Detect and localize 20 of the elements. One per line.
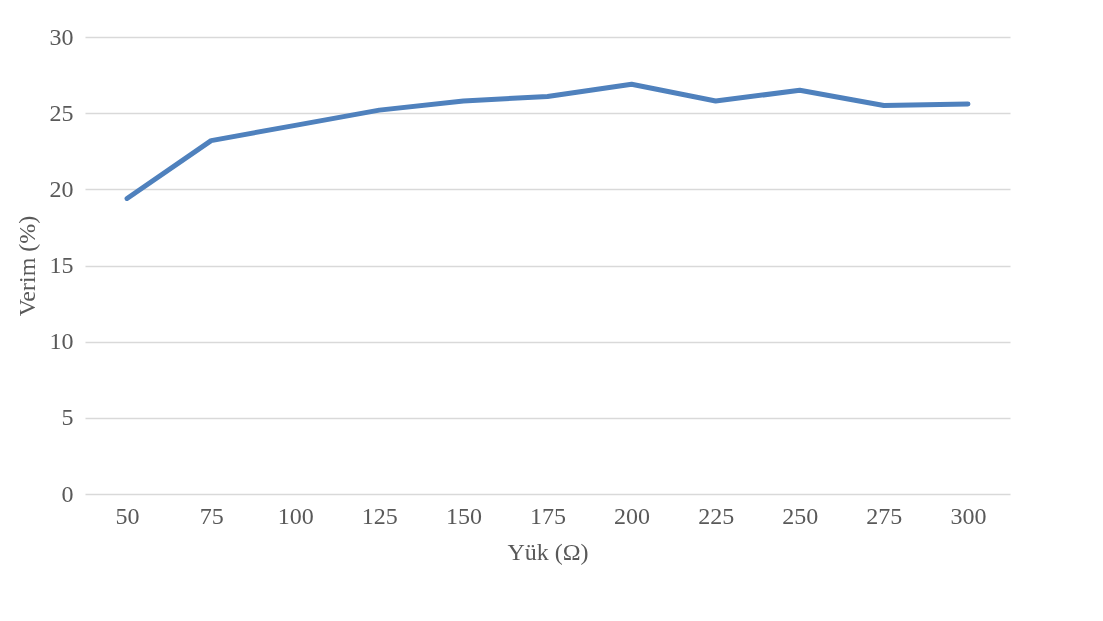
y-tick-label: 30	[49, 23, 74, 50]
y-tick-label: 25	[49, 99, 74, 126]
x-tick-label: 175	[530, 502, 566, 529]
x-tick-label: 300	[950, 502, 987, 529]
y-tick-label: 20	[49, 175, 74, 202]
y-tick-label: 0	[61, 480, 74, 507]
y-tick-label: 15	[49, 252, 74, 278]
x-tick-label: 200	[614, 502, 651, 529]
x-tick-label: 250	[782, 502, 819, 529]
y-axis-title: Verim (%)	[13, 215, 40, 317]
x-tick-label: 100	[277, 502, 314, 529]
x-tick-label: 225	[698, 502, 735, 529]
x-tick-label: 275	[866, 502, 903, 529]
y-tick-label: 5	[61, 404, 74, 431]
x-axis-title: Yük (Ω)	[507, 538, 589, 565]
y-tick-label: 10	[49, 328, 74, 355]
x-tick-label: 150	[445, 502, 482, 529]
x-tick-label: 50	[115, 502, 140, 529]
x-tick-label: 75	[199, 502, 224, 529]
x-tick-label: 125	[361, 502, 398, 529]
